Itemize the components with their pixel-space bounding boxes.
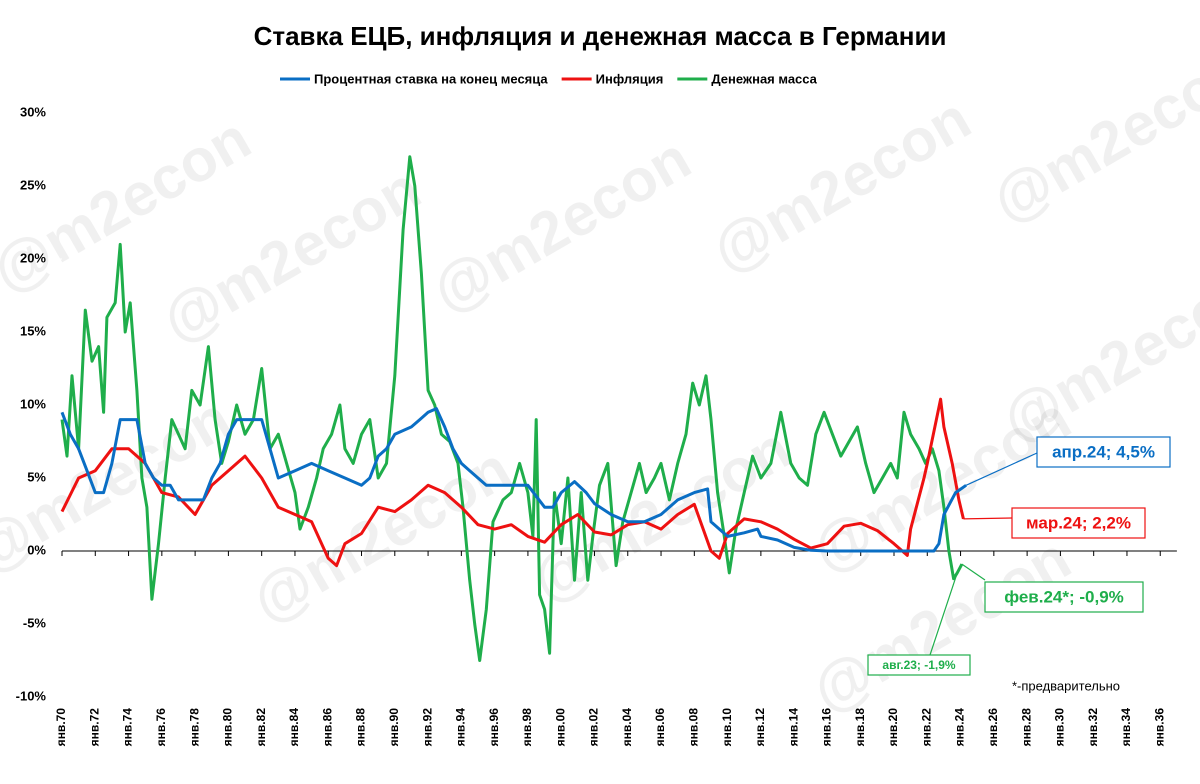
x-tick-label: янв.36 (1152, 708, 1166, 747)
annotation-text: мар.24; 2,2% (1026, 513, 1131, 532)
annotation-leader (965, 452, 1038, 486)
x-tick-label: янв.90 (387, 708, 401, 747)
x-tick-label: янв.02 (587, 708, 601, 747)
series-line (60, 155, 964, 662)
x-tick-label: янв.70 (54, 708, 68, 747)
y-tick-label: 0% (27, 542, 46, 557)
x-tick-label: янв.14 (786, 708, 800, 747)
footnote: *-предварительно (1012, 678, 1120, 693)
x-tick-label: янв.74 (121, 708, 135, 747)
x-tick-label: янв.12 (753, 708, 767, 747)
x-tick-label: янв.94 (454, 708, 468, 747)
legend-label: Денежная масса (711, 71, 817, 86)
x-tick-label: янв.32 (1086, 708, 1100, 747)
y-tick-label: 10% (20, 396, 46, 411)
x-tick-label: янв.78 (187, 708, 201, 747)
annotation-leader (929, 572, 958, 656)
y-tick-label: 15% (20, 323, 46, 338)
x-tick-label: янв.28 (1019, 708, 1033, 747)
x-tick-label: янв.30 (1053, 708, 1067, 747)
x-tick-label: янв.06 (653, 708, 667, 747)
x-tick-label: янв.34 (1119, 708, 1133, 747)
x-tick-label: янв.84 (287, 708, 301, 747)
x-tick-label: янв.76 (154, 708, 168, 747)
annotation-box (867, 654, 971, 676)
x-tick-label: янв.08 (686, 708, 700, 747)
series-line (60, 407, 967, 553)
x-tick-label: янв.86 (320, 708, 334, 747)
x-tick-label: янв.92 (420, 708, 434, 747)
chart-title: Ставка ЕЦБ, инфляция и денежная масса в … (254, 21, 947, 51)
annotation-text: авг.23; -1,9% (882, 658, 956, 672)
x-tick-label: янв.82 (254, 708, 268, 747)
y-tick-label: 5% (27, 469, 46, 484)
annotation-box (984, 581, 1144, 613)
x-tick-label: янв.04 (620, 708, 634, 747)
x-tick-label: янв.80 (221, 708, 235, 747)
x-tick-label: янв.18 (853, 708, 867, 747)
x-tick-label: янв.20 (886, 708, 900, 747)
annotation-box (1036, 436, 1171, 468)
x-tick-label: янв.96 (487, 708, 501, 747)
y-tick-label: 20% (20, 250, 46, 265)
x-tick-label: янв.98 (520, 708, 534, 747)
y-tick-label: -5% (23, 615, 47, 630)
series-line (60, 397, 965, 568)
annotation-text: фев.24*; -0,9% (1004, 587, 1124, 606)
x-tick-label: янв.00 (553, 708, 567, 747)
x-tick-label: янв.24 (953, 708, 967, 747)
y-tick-label: 25% (20, 177, 46, 192)
y-tick-label: 30% (20, 104, 46, 119)
x-tick-label: янв.26 (986, 708, 1000, 747)
y-tick-label: -10% (16, 688, 47, 703)
x-tick-label: янв.22 (919, 708, 933, 747)
annotation-leader (963, 517, 1013, 520)
x-tick-label: янв.16 (820, 708, 834, 747)
x-tick-label: янв.10 (720, 708, 734, 747)
annotation-text: апр.24; 4,5% (1052, 442, 1155, 461)
annotation-box (1011, 507, 1146, 539)
x-tick-label: янв.72 (87, 708, 101, 747)
legend: Процентная ставка на конец месяца Инфляци… (280, 71, 818, 86)
x-tick-label: янв.88 (354, 708, 368, 747)
annotation-leader (961, 563, 986, 581)
legend-label: Инфляция (596, 71, 664, 86)
legend-label: Процентная ставка на конец месяца (314, 71, 548, 86)
